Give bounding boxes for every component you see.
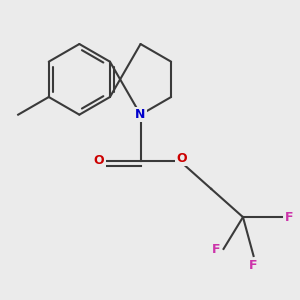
- Text: O: O: [176, 152, 187, 165]
- Text: O: O: [94, 154, 104, 167]
- Text: F: F: [285, 211, 293, 224]
- Text: N: N: [135, 108, 146, 121]
- Text: F: F: [212, 243, 220, 256]
- Text: F: F: [249, 259, 258, 272]
